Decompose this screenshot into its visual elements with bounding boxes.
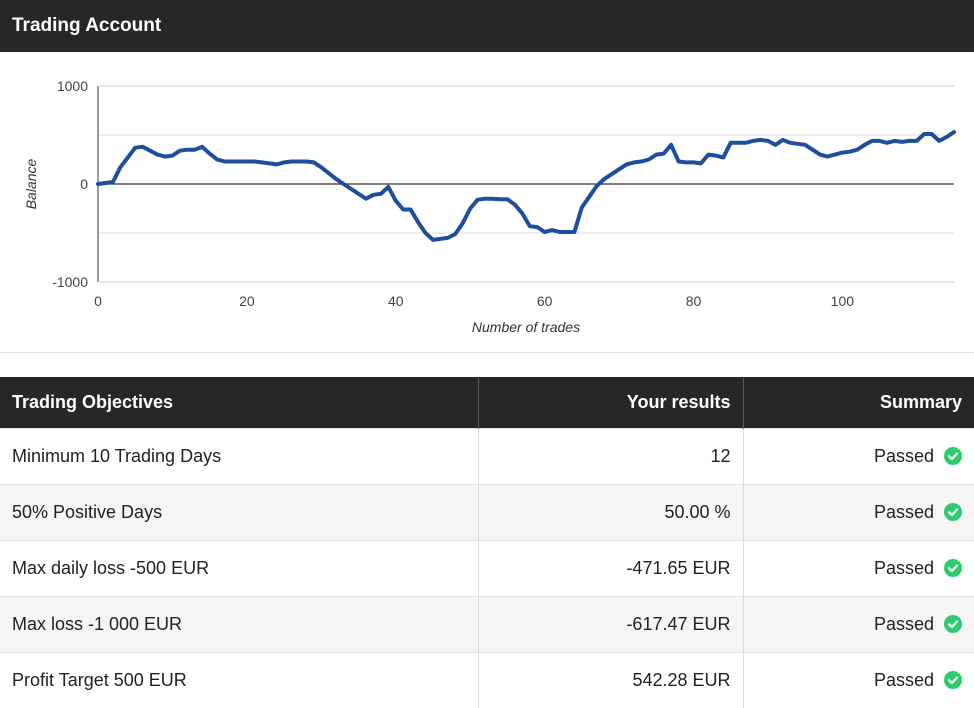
summary-cell: Passed bbox=[743, 428, 974, 485]
objective-cell: 50% Positive Days bbox=[0, 484, 479, 541]
x-tick-label: 40 bbox=[388, 293, 404, 309]
x-axis-title: Number of trades bbox=[472, 319, 580, 335]
status-text: Passed bbox=[873, 614, 934, 634]
status-text: Passed bbox=[873, 558, 934, 578]
table-row: Max daily loss -500 EUR -471.65 EUR Pass… bbox=[0, 540, 974, 597]
x-tick-label: 0 bbox=[94, 293, 102, 309]
summary-cell: Passed bbox=[743, 484, 974, 541]
table-row: Profit Target 500 EUR 542.28 EUR Passed bbox=[0, 652, 974, 708]
x-tick-label: 100 bbox=[831, 293, 855, 309]
column-header-results: Your results bbox=[478, 377, 744, 429]
check-circle-icon bbox=[944, 447, 962, 465]
y-tick-label: -1000 bbox=[52, 274, 88, 290]
chart-grid bbox=[98, 85, 954, 283]
objective-cell: Max daily loss -500 EUR bbox=[0, 540, 479, 597]
check-circle-icon bbox=[944, 671, 962, 689]
status-text: Passed bbox=[873, 446, 934, 466]
y-tick-label: 0 bbox=[80, 176, 88, 192]
status-text: Passed bbox=[873, 502, 934, 522]
balance-chart: 0 20 40 60 80 100 1000 0 -1000 Number of trades … bbox=[0, 52, 974, 353]
x-tick-label: 80 bbox=[686, 293, 702, 309]
result-cell: -617.47 EUR bbox=[478, 596, 744, 653]
status-text: Passed bbox=[873, 670, 934, 690]
y-axis-title: Balance bbox=[23, 158, 39, 209]
result-cell: 50.00 % bbox=[478, 484, 744, 541]
table-header-row: Trading Objectives Your results Summary bbox=[0, 377, 974, 429]
objective-cell: Profit Target 500 EUR bbox=[0, 652, 479, 708]
x-tick-label: 60 bbox=[537, 293, 553, 309]
check-circle-icon bbox=[944, 559, 962, 577]
table-row: 50% Positive Days 50.00 % Passed bbox=[0, 484, 974, 541]
summary-cell: Passed bbox=[743, 596, 974, 653]
result-cell: 542.28 EUR bbox=[478, 652, 744, 708]
check-circle-icon bbox=[944, 503, 962, 521]
summary-cell: Passed bbox=[743, 540, 974, 597]
objectives-table: Trading Objectives Your results Summary … bbox=[0, 377, 974, 708]
balance-series-line bbox=[96, 130, 956, 242]
y-tick-label: 1000 bbox=[57, 78, 88, 94]
table-row: Minimum 10 Trading Days 12 Passed bbox=[0, 428, 974, 485]
column-header-objectives: Trading Objectives bbox=[0, 377, 479, 429]
table-row: Max loss -1 000 EUR -617.47 EUR Passed bbox=[0, 596, 974, 653]
objective-cell: Max loss -1 000 EUR bbox=[0, 596, 479, 653]
panel-title: Trading Account bbox=[0, 0, 974, 52]
summary-cell: Passed bbox=[743, 652, 974, 708]
chart-tick-labels: 0 20 40 60 80 100 1000 0 -1000 bbox=[52, 78, 854, 309]
result-cell: -471.65 EUR bbox=[478, 540, 744, 597]
x-tick-label: 20 bbox=[239, 293, 255, 309]
column-header-summary: Summary bbox=[743, 377, 974, 429]
result-cell: 12 bbox=[478, 428, 744, 485]
objective-cell: Minimum 10 Trading Days bbox=[0, 428, 479, 485]
check-circle-icon bbox=[944, 615, 962, 633]
